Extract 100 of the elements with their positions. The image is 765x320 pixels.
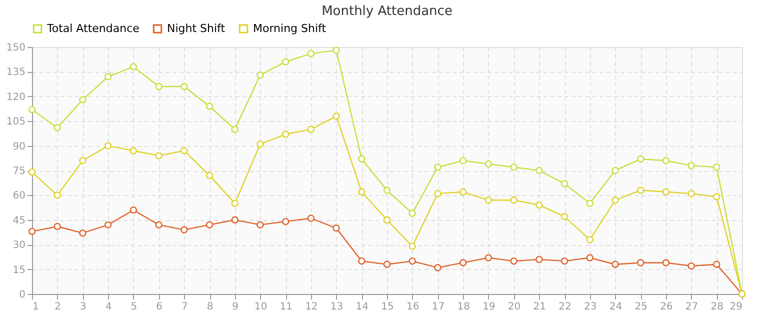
point	[358, 155, 366, 163]
point	[54, 124, 61, 132]
chart-title: Monthly Attendance	[322, 4, 452, 19]
x-tick-label: 1	[32, 302, 39, 312]
point	[206, 221, 214, 228]
point	[662, 157, 670, 164]
point	[256, 221, 264, 228]
point	[510, 257, 518, 265]
x-tick-label: 7	[181, 302, 188, 312]
point	[636, 155, 644, 163]
point	[586, 236, 594, 244]
x-tick-label: 10	[254, 302, 268, 312]
point	[307, 214, 315, 222]
point	[688, 190, 695, 198]
point	[28, 106, 36, 114]
point	[510, 196, 518, 204]
x-tick-label: 17	[432, 302, 445, 312]
point	[256, 140, 264, 148]
point	[560, 257, 568, 265]
point	[332, 224, 340, 232]
point	[130, 63, 138, 70]
point	[231, 200, 238, 208]
point	[688, 162, 695, 170]
point	[510, 164, 518, 171]
point	[332, 46, 340, 54]
point	[484, 254, 492, 262]
x-tick-label: 16	[406, 302, 420, 312]
x-tick-label: 27	[685, 302, 698, 312]
point	[408, 257, 416, 265]
point	[79, 96, 86, 104]
y-tick-label: 45	[12, 215, 26, 226]
point	[586, 200, 594, 208]
point	[307, 126, 315, 133]
x-tick-label: 21	[533, 302, 546, 312]
y-tick-label: 75	[12, 166, 26, 177]
point	[282, 58, 290, 66]
point	[28, 228, 36, 236]
point	[713, 164, 720, 171]
point	[307, 50, 315, 58]
x-tick-label: 19	[482, 302, 496, 312]
y-tick-label: 90	[12, 141, 26, 152]
point	[332, 112, 340, 120]
point	[434, 264, 442, 272]
x-tick-label: 18	[457, 302, 470, 312]
point	[155, 221, 162, 228]
x-tick-label: 13	[330, 302, 344, 312]
point	[383, 186, 391, 194]
x-tick-label: 2	[54, 302, 62, 312]
point	[560, 180, 568, 188]
point	[256, 71, 264, 79]
y-tick-label: 150	[6, 42, 26, 54]
point	[536, 166, 543, 174]
point	[560, 213, 568, 220]
point	[104, 73, 112, 80]
point	[434, 164, 442, 171]
point	[612, 260, 619, 268]
x-tick-label: 23	[584, 302, 597, 312]
point	[180, 226, 188, 234]
x-tick-label: 8	[206, 302, 214, 312]
x-tick-label: 9	[232, 302, 239, 312]
point	[434, 190, 442, 198]
point	[383, 216, 391, 224]
point	[358, 188, 366, 196]
y-tick-label: 0	[19, 290, 26, 300]
point	[383, 260, 391, 268]
point	[612, 196, 619, 204]
y-tick-label: 135	[6, 67, 26, 78]
point	[636, 186, 644, 194]
x-tick-label: 5	[130, 302, 138, 312]
point	[484, 160, 492, 168]
point	[231, 216, 238, 224]
point	[662, 259, 670, 266]
y-tick-label: 60	[12, 190, 26, 202]
point	[282, 218, 290, 226]
x-tick-label: 11	[280, 302, 292, 312]
legend-label: Night Shift	[167, 22, 226, 35]
x-tick-label: 22	[558, 302, 572, 312]
point	[28, 168, 36, 176]
point	[713, 260, 720, 268]
point	[54, 192, 61, 199]
point	[231, 126, 238, 133]
x-tick-label: 26	[660, 302, 673, 312]
point	[713, 193, 720, 200]
point	[484, 196, 492, 204]
y-tick-label: 105	[6, 116, 26, 128]
point	[54, 222, 61, 230]
point	[408, 210, 416, 217]
point	[130, 147, 138, 154]
x-tick-label: 25	[634, 302, 648, 312]
y-tick-label: 30	[12, 240, 26, 252]
point	[459, 188, 467, 196]
x-tick-label: 28	[710, 302, 724, 312]
point	[206, 172, 214, 180]
point	[662, 188, 670, 196]
point	[180, 82, 188, 90]
x-tick-label: 29	[730, 302, 742, 312]
point	[130, 206, 138, 214]
point	[79, 157, 86, 164]
point	[358, 257, 366, 265]
x-tick-label: 4	[105, 302, 112, 312]
